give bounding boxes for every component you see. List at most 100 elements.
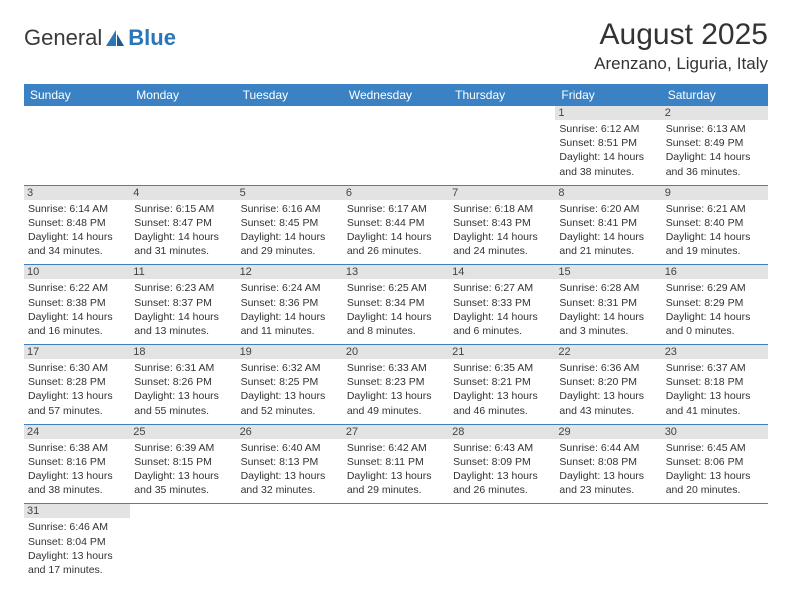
calendar-cell: 31 Sunrise: 6:46 AMSunset: 8:04 PMDayligh… bbox=[24, 504, 130, 583]
day-number: 22 bbox=[555, 345, 661, 359]
day-number: 15 bbox=[555, 265, 661, 279]
day-number: 12 bbox=[237, 265, 343, 279]
daylight-text: Daylight: 13 hours and 57 minutes. bbox=[28, 389, 126, 417]
daylight-text: Daylight: 14 hours and 0 minutes. bbox=[666, 310, 764, 338]
daylight-text: Daylight: 13 hours and 26 minutes. bbox=[453, 469, 551, 497]
day-number: 4 bbox=[130, 186, 236, 200]
calendar-table: Sunday Monday Tuesday Wednesday Thursday… bbox=[24, 84, 768, 583]
day-number: 13 bbox=[343, 265, 449, 279]
day-number: 31 bbox=[24, 504, 130, 518]
day-info: Sunrise: 6:13 AMSunset: 8:49 PMDaylight:… bbox=[666, 122, 764, 179]
day-number: 18 bbox=[130, 345, 236, 359]
day-info: Sunrise: 6:36 AMSunset: 8:20 PMDaylight:… bbox=[559, 361, 657, 418]
daylight-text: Daylight: 14 hours and 34 minutes. bbox=[28, 230, 126, 258]
daylight-text: Daylight: 14 hours and 6 minutes. bbox=[453, 310, 551, 338]
calendar-cell: 14 Sunrise: 6:27 AMSunset: 8:33 PMDayligh… bbox=[449, 265, 555, 345]
day-number: 11 bbox=[130, 265, 236, 279]
calendar-cell: 30Sunrise: 6:45 AMSunset: 8:06 PMDayligh… bbox=[662, 424, 768, 504]
calendar-cell: 28Sunrise: 6:43 AMSunset: 8:09 PMDayligh… bbox=[449, 424, 555, 504]
day-number: 2 bbox=[662, 106, 768, 120]
sunrise-text: Sunrise: 6:21 AM bbox=[666, 202, 764, 216]
sunset-text: Sunset: 8:20 PM bbox=[559, 375, 657, 389]
sunset-text: Sunset: 8:04 PM bbox=[28, 535, 126, 549]
day-number: 27 bbox=[343, 425, 449, 439]
calendar-cell: 13Sunrise: 6:25 AMSunset: 8:34 PMDayligh… bbox=[343, 265, 449, 345]
logo-part1: General bbox=[24, 25, 102, 51]
sunrise-text: Sunrise: 6:30 AM bbox=[28, 361, 126, 375]
sunrise-text: Sunrise: 6:35 AM bbox=[453, 361, 551, 375]
day-info: Sunrise: 6:43 AMSunset: 8:09 PMDaylight:… bbox=[453, 441, 551, 498]
sunset-text: Sunset: 8:15 PM bbox=[134, 455, 232, 469]
daylight-text: Daylight: 14 hours and 31 minutes. bbox=[134, 230, 232, 258]
calendar-cell: 20Sunrise: 6:33 AMSunset: 8:23 PMDayligh… bbox=[343, 345, 449, 425]
daylight-text: Daylight: 13 hours and 23 minutes. bbox=[559, 469, 657, 497]
sunset-text: Sunset: 8:49 PM bbox=[666, 136, 764, 150]
sunrise-text: Sunrise: 6:37 AM bbox=[666, 361, 764, 375]
day-info: Sunrise: 6:14 AMSunset: 8:48 PMDaylight:… bbox=[28, 202, 126, 259]
calendar-row: 31 Sunrise: 6:46 AMSunset: 8:04 PMDayligh… bbox=[24, 504, 768, 583]
day-number: 14 bbox=[449, 265, 555, 279]
sunrise-text: Sunrise: 6:20 AM bbox=[559, 202, 657, 216]
sunset-text: Sunset: 8:33 PM bbox=[453, 296, 551, 310]
sunrise-text: Sunrise: 6:13 AM bbox=[666, 122, 764, 136]
logo-sail-icon bbox=[104, 28, 126, 48]
sunset-text: Sunset: 8:08 PM bbox=[559, 455, 657, 469]
day-info: Sunrise: 6:31 AMSunset: 8:26 PMDaylight:… bbox=[134, 361, 232, 418]
calendar-cell: 11Sunrise: 6:23 AMSunset: 8:37 PMDayligh… bbox=[130, 265, 236, 345]
sunset-text: Sunset: 8:06 PM bbox=[666, 455, 764, 469]
logo-part2: Blue bbox=[128, 25, 176, 51]
calendar-cell: 15 Sunrise: 6:28 AMSunset: 8:31 PMDayligh… bbox=[555, 265, 661, 345]
daylight-text: Daylight: 14 hours and 38 minutes. bbox=[559, 150, 657, 178]
sunrise-text: Sunrise: 6:27 AM bbox=[453, 281, 551, 295]
calendar-cell: 8Sunrise: 6:20 AMSunset: 8:41 PMDaylight… bbox=[555, 185, 661, 265]
day-number: 26 bbox=[237, 425, 343, 439]
calendar-row: 24Sunrise: 6:38 AMSunset: 8:16 PMDayligh… bbox=[24, 424, 768, 504]
day-info: Sunrise: 6:12 AMSunset: 8:51 PMDaylight:… bbox=[559, 122, 657, 179]
daylight-text: Daylight: 14 hours and 8 minutes. bbox=[347, 310, 445, 338]
sunset-text: Sunset: 8:44 PM bbox=[347, 216, 445, 230]
sunrise-text: Sunrise: 6:31 AM bbox=[134, 361, 232, 375]
daylight-text: Daylight: 13 hours and 55 minutes. bbox=[134, 389, 232, 417]
calendar-cell: 19Sunrise: 6:32 AMSunset: 8:25 PMDayligh… bbox=[237, 345, 343, 425]
day-info: Sunrise: 6:46 AMSunset: 8:04 PMDaylight:… bbox=[28, 520, 126, 577]
calendar-cell bbox=[662, 504, 768, 583]
sunrise-text: Sunrise: 6:25 AM bbox=[347, 281, 445, 295]
calendar-cell: 10Sunrise: 6:22 AMSunset: 8:38 PMDayligh… bbox=[24, 265, 130, 345]
daylight-text: Daylight: 13 hours and 49 minutes. bbox=[347, 389, 445, 417]
day-info: Sunrise: 6:45 AMSunset: 8:06 PMDaylight:… bbox=[666, 441, 764, 498]
sunrise-text: Sunrise: 6:43 AM bbox=[453, 441, 551, 455]
sunrise-text: Sunrise: 6:23 AM bbox=[134, 281, 232, 295]
day-number: 8 bbox=[555, 186, 661, 200]
day-number: 16 bbox=[662, 265, 768, 279]
day-info: Sunrise: 6:15 AMSunset: 8:47 PMDaylight:… bbox=[134, 202, 232, 259]
day-header: Wednesday bbox=[343, 84, 449, 106]
calendar-cell: 27Sunrise: 6:42 AMSunset: 8:11 PMDayligh… bbox=[343, 424, 449, 504]
daylight-text: Daylight: 13 hours and 32 minutes. bbox=[241, 469, 339, 497]
sunrise-text: Sunrise: 6:45 AM bbox=[666, 441, 764, 455]
sunset-text: Sunset: 8:47 PM bbox=[134, 216, 232, 230]
day-info: Sunrise: 6:21 AMSunset: 8:40 PMDaylight:… bbox=[666, 202, 764, 259]
title-block: August 2025 Arenzano, Liguria, Italy bbox=[594, 18, 768, 74]
daylight-text: Daylight: 13 hours and 29 minutes. bbox=[347, 469, 445, 497]
day-number: 23 bbox=[662, 345, 768, 359]
day-number: 7 bbox=[449, 186, 555, 200]
calendar-cell: 5Sunrise: 6:16 AMSunset: 8:45 PMDaylight… bbox=[237, 185, 343, 265]
calendar-cell bbox=[343, 504, 449, 583]
sunset-text: Sunset: 8:18 PM bbox=[666, 375, 764, 389]
calendar-row: 1Sunrise: 6:12 AMSunset: 8:51 PMDaylight… bbox=[24, 106, 768, 185]
calendar-cell: 26Sunrise: 6:40 AMSunset: 8:13 PMDayligh… bbox=[237, 424, 343, 504]
calendar-cell: 9 Sunrise: 6:21 AMSunset: 8:40 PMDaylight… bbox=[662, 185, 768, 265]
calendar-cell: 23Sunrise: 6:37 AMSunset: 8:18 PMDayligh… bbox=[662, 345, 768, 425]
day-info: Sunrise: 6:28 AMSunset: 8:31 PMDaylight:… bbox=[559, 281, 657, 338]
sunrise-text: Sunrise: 6:39 AM bbox=[134, 441, 232, 455]
day-number: 3 bbox=[24, 186, 130, 200]
day-info: Sunrise: 6:22 AMSunset: 8:38 PMDaylight:… bbox=[28, 281, 126, 338]
sunset-text: Sunset: 8:36 PM bbox=[241, 296, 339, 310]
calendar-row: 3 Sunrise: 6:14 AMSunset: 8:48 PMDaylight… bbox=[24, 185, 768, 265]
day-number: 9 bbox=[662, 186, 768, 200]
sunset-text: Sunset: 8:51 PM bbox=[559, 136, 657, 150]
daylight-text: Daylight: 14 hours and 16 minutes. bbox=[28, 310, 126, 338]
calendar-cell: 29Sunrise: 6:44 AMSunset: 8:08 PMDayligh… bbox=[555, 424, 661, 504]
sunset-text: Sunset: 8:11 PM bbox=[347, 455, 445, 469]
sunrise-text: Sunrise: 6:22 AM bbox=[28, 281, 126, 295]
